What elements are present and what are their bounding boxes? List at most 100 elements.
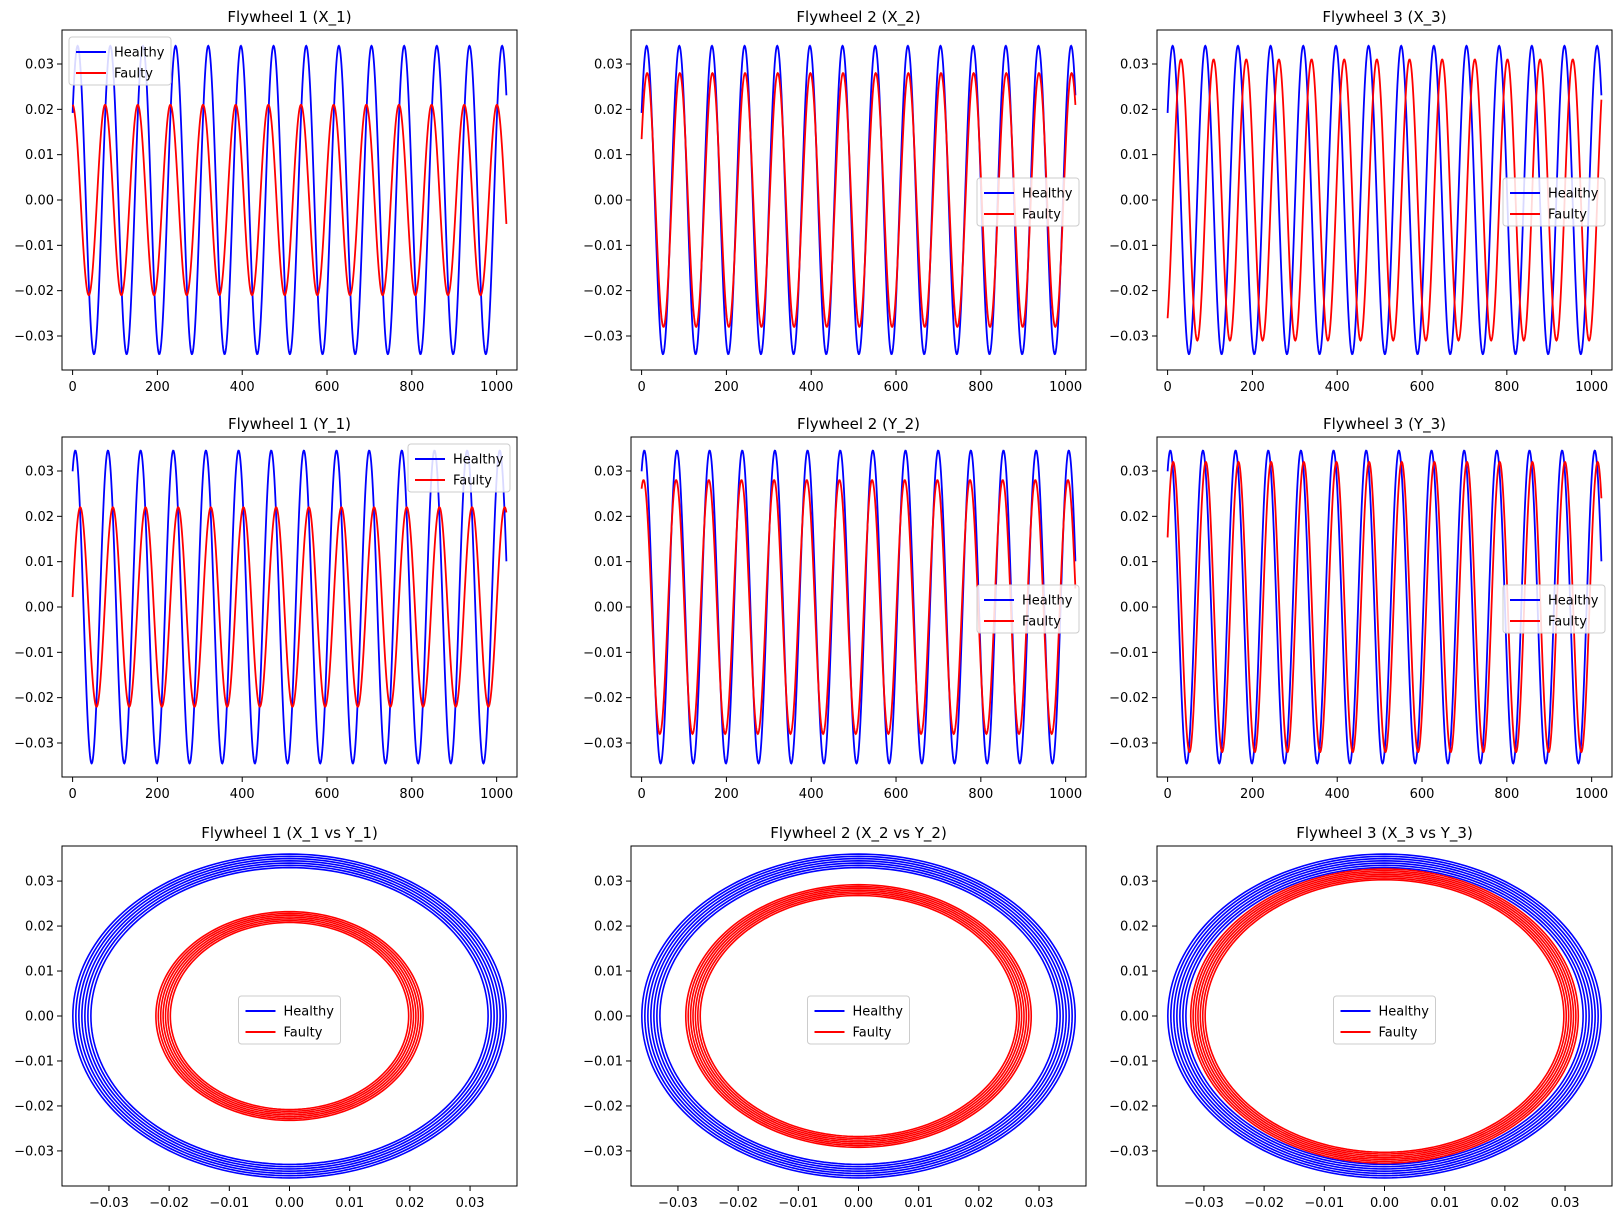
x-tick-label: 400 bbox=[799, 380, 824, 395]
plot-area bbox=[640, 44, 1077, 356]
y-tick-label: 0.01 bbox=[25, 965, 54, 980]
subplot-6: Flywheel 3 (Y_3) 0 200 400 600 800 1000 −0.03 −0… bbox=[1109, 415, 1613, 802]
x-tick-label: −0.02 bbox=[718, 1196, 758, 1211]
x-tick-label: 200 bbox=[714, 787, 739, 802]
series-line-faulty bbox=[640, 479, 1077, 736]
x-tick-label: 600 bbox=[1410, 380, 1435, 395]
x-tick-label: 0 bbox=[637, 787, 645, 802]
orbit-loop-healthy bbox=[1170, 855, 1599, 1177]
legend-label: Healthy bbox=[1022, 187, 1073, 202]
series-line-faulty bbox=[1166, 58, 1603, 342]
y-tick-label: −0.01 bbox=[1109, 646, 1149, 661]
orbit-loop-faulty bbox=[157, 912, 422, 1120]
subplot-title: Flywheel 2 (X_2 vs Y_2) bbox=[770, 824, 947, 843]
x-tick-label: 1000 bbox=[1575, 380, 1608, 395]
x-tick-label: 800 bbox=[399, 787, 424, 802]
x-tick-label: 600 bbox=[315, 787, 340, 802]
legend-label: Faulty bbox=[1022, 615, 1061, 630]
y-tick-label: 0.02 bbox=[594, 510, 623, 525]
legend: Healthy Faulty bbox=[1502, 584, 1606, 634]
x-tick-label: 800 bbox=[968, 380, 993, 395]
subplot-title: Flywheel 3 (X_3 vs Y_3) bbox=[1296, 824, 1473, 843]
orbit-loop-faulty bbox=[162, 916, 417, 1116]
y-tick-label: −0.01 bbox=[1109, 1054, 1149, 1069]
y-tick-label: −0.01 bbox=[583, 1054, 623, 1069]
plot-area bbox=[1167, 853, 1602, 1179]
x-tick-label: 200 bbox=[145, 380, 170, 395]
x-tick-label: 400 bbox=[230, 380, 255, 395]
plot-area bbox=[640, 449, 1077, 765]
x-tick-label: 0.03 bbox=[1551, 1196, 1580, 1211]
subplot-title: Flywheel 1 (X_1) bbox=[227, 8, 351, 27]
orbit-loop-healthy bbox=[90, 866, 489, 1166]
orbit-loop-healthy bbox=[1173, 857, 1596, 1175]
y-tick-label: 0.01 bbox=[1120, 555, 1149, 570]
x-tick-label: 0.03 bbox=[1025, 1196, 1054, 1211]
orbit-loop-faulty bbox=[155, 910, 424, 1122]
x-tick-label: 1000 bbox=[480, 380, 513, 395]
y-tick-label: 0.03 bbox=[1120, 875, 1149, 890]
plot-area bbox=[1166, 44, 1603, 356]
legend: Healthy Faulty bbox=[976, 584, 1080, 634]
legend: Healthy Faulty bbox=[1502, 177, 1606, 227]
x-tick-label: −0.01 bbox=[1304, 1196, 1344, 1211]
subplot-3: Flywheel 3 (X_3) 0 200 400 600 800 1000 −0.03 −0… bbox=[1109, 8, 1613, 395]
orbit-loop-healthy bbox=[81, 860, 498, 1172]
orbit-loop-faulty bbox=[1192, 869, 1577, 1163]
x-tick-label: 200 bbox=[1240, 380, 1265, 395]
plot-area bbox=[1166, 449, 1603, 765]
orbit-loop-healthy bbox=[75, 855, 504, 1177]
y-tick-label: 0.00 bbox=[1120, 194, 1149, 209]
orbit-loop-faulty bbox=[699, 894, 1018, 1138]
y-tick-label: 0.02 bbox=[1120, 103, 1149, 118]
orbit-loop-healthy bbox=[72, 853, 507, 1179]
y-tick-label: −0.02 bbox=[14, 284, 54, 299]
y-tick-label: 0.00 bbox=[25, 1010, 54, 1025]
y-tick-label: 0.02 bbox=[25, 103, 54, 118]
y-tick-label: 0.03 bbox=[594, 465, 623, 480]
y-tick-label: −0.01 bbox=[14, 239, 54, 254]
x-tick-label: 0.01 bbox=[335, 1196, 364, 1211]
x-tick-label: 0 bbox=[68, 787, 76, 802]
legend-label: Faulty bbox=[114, 67, 153, 82]
orbit-loop-faulty bbox=[164, 918, 415, 1114]
y-tick-label: −0.03 bbox=[583, 1144, 623, 1159]
subplot-title: Flywheel 1 (X_1 vs Y_1) bbox=[201, 824, 378, 843]
orbit-loop-faulty bbox=[1189, 868, 1580, 1164]
x-tick-label: −0.02 bbox=[1244, 1196, 1284, 1211]
y-tick-label: 0.03 bbox=[594, 58, 623, 73]
orbit-loop-faulty bbox=[1199, 875, 1570, 1157]
x-tick-label: 800 bbox=[1494, 380, 1519, 395]
orbit-loop-healthy bbox=[1182, 864, 1587, 1168]
y-tick-label: −0.03 bbox=[14, 330, 54, 345]
legend-label: Faulty bbox=[1022, 208, 1061, 223]
y-tick-label: 0.03 bbox=[1120, 58, 1149, 73]
y-tick-label: 0.00 bbox=[594, 194, 623, 209]
x-tick-label: −0.03 bbox=[1184, 1196, 1224, 1211]
y-tick-label: 0.00 bbox=[1120, 601, 1149, 616]
x-tick-label: 0.01 bbox=[904, 1196, 933, 1211]
orbit-loop-faulty bbox=[689, 887, 1028, 1145]
orbit-loop-faulty bbox=[692, 889, 1025, 1143]
y-tick-label: 0.01 bbox=[594, 555, 623, 570]
legend: Healthy Faulty bbox=[68, 36, 172, 86]
legend: Healthy Faulty bbox=[1333, 995, 1436, 1045]
y-tick-label: −0.02 bbox=[14, 1099, 54, 1114]
series-line-healthy bbox=[640, 449, 1077, 765]
legend-label: Healthy bbox=[1379, 1005, 1430, 1020]
y-tick-label: −0.03 bbox=[583, 737, 623, 752]
y-tick-label: 0.00 bbox=[594, 1010, 623, 1025]
subplot-2: Flywheel 2 (X_2) 0 200 400 600 800 1000 −0.03 −0… bbox=[583, 8, 1087, 395]
x-tick-label: 0.02 bbox=[395, 1196, 424, 1211]
legend: Healthy Faulty bbox=[807, 995, 910, 1045]
y-tick-label: 0.03 bbox=[25, 58, 54, 73]
y-tick-label: 0.02 bbox=[594, 920, 623, 935]
y-tick-label: −0.03 bbox=[14, 737, 54, 752]
x-tick-label: 0.02 bbox=[964, 1196, 993, 1211]
legend-label: Faulty bbox=[1548, 615, 1587, 630]
x-tick-label: 0 bbox=[1163, 787, 1171, 802]
x-tick-label: −0.03 bbox=[89, 1196, 129, 1211]
x-tick-label: 1000 bbox=[1049, 380, 1082, 395]
series-line-healthy bbox=[640, 44, 1077, 356]
x-tick-label: 0.01 bbox=[1430, 1196, 1459, 1211]
